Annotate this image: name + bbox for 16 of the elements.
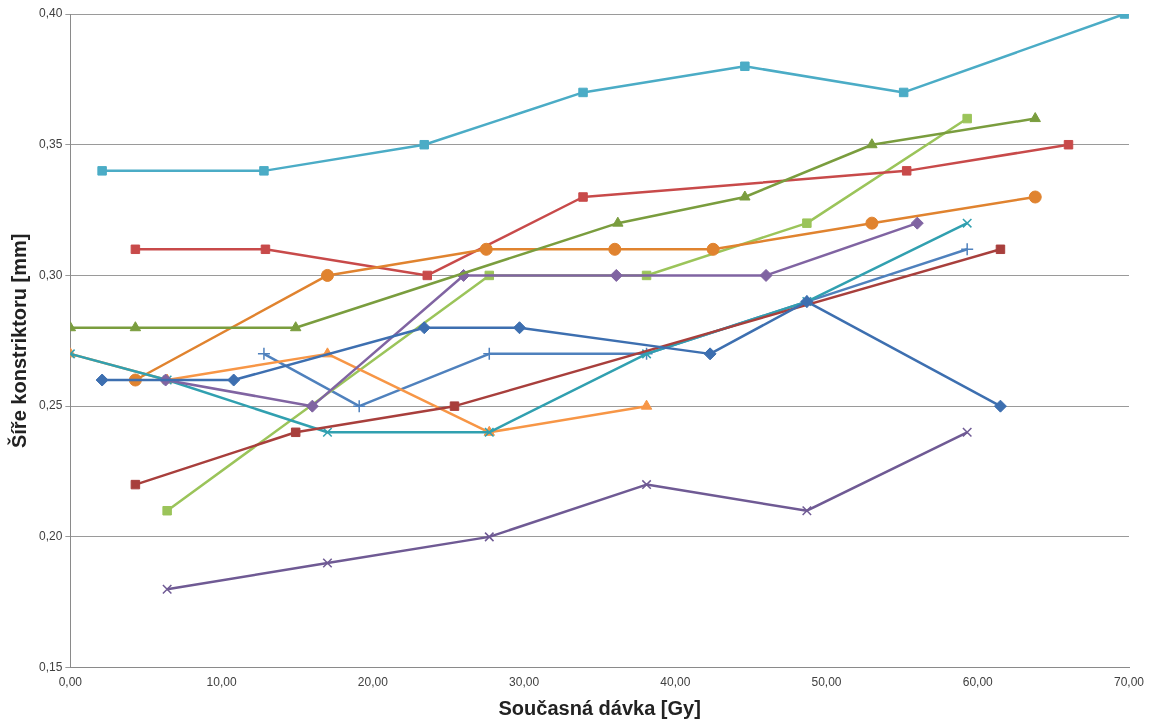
y-tick-label: 0,25 [39, 398, 63, 413]
y-tick-label: 0,20 [39, 529, 63, 544]
x-tick-label: 60,00 [962, 675, 994, 690]
y-tick-label: 0,30 [39, 267, 63, 282]
y-tick-label: 0,15 [39, 659, 63, 674]
y-tick-label: 0,35 [39, 137, 63, 152]
x-tick-label: 30,00 [509, 675, 540, 690]
x-tick-label: 20,00 [357, 675, 389, 690]
x-tick-label: 50,00 [811, 675, 842, 690]
y-axis-title: Šíře konstriktoru [mm] [6, 233, 30, 449]
y-tick-label: 0,40 [39, 6, 63, 21]
x-tick-label: 40,00 [660, 675, 691, 690]
x-tick-label: 70,00 [1113, 675, 1145, 690]
x-tick-label: 0,00 [58, 675, 83, 690]
x-axis-title: Současná dávka [Gy] [498, 696, 701, 719]
x-tick-label: 10,00 [206, 675, 237, 690]
